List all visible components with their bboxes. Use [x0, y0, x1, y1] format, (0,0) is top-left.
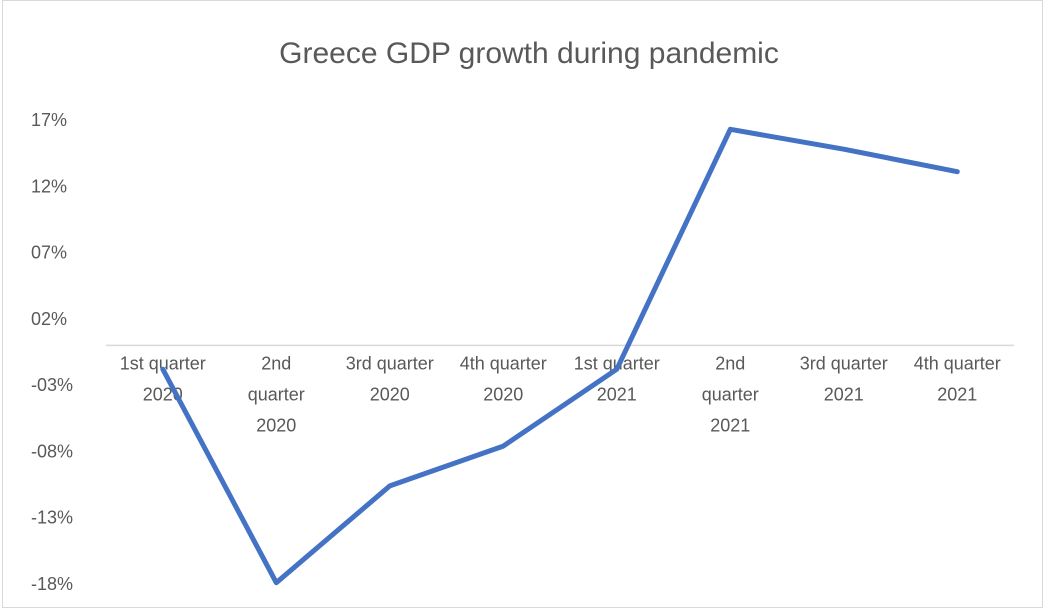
- y-tick-label: -08%: [31, 441, 73, 461]
- x-tick-label: 1st quarter 2021: [574, 353, 660, 404]
- x-tick-label: 4th quarter 2021: [914, 353, 1001, 404]
- y-tick-label: 17%: [31, 110, 67, 130]
- x-tick-label: 3rd quarter 2020: [346, 353, 434, 404]
- y-tick-label: 12%: [31, 176, 67, 196]
- x-tick-label: 1st quarter 2020: [120, 353, 206, 404]
- y-tick-label: 07%: [31, 243, 67, 263]
- y-tick-label: -18%: [31, 574, 73, 594]
- y-tick-label: 02%: [31, 309, 67, 329]
- x-tick-label: 2nd quarter 2021: [702, 353, 759, 435]
- x-axis: 1st quarter 2020 2nd quarter 2020 3rd quarter…: [120, 353, 1001, 435]
- x-tick-label: 3rd quarter 2021: [800, 353, 888, 404]
- x-tick-label: 4th quarter 2020: [460, 353, 547, 404]
- y-axis: 17% 12% 07% 02% -03% -08% -13% -18%: [31, 110, 73, 594]
- x-tick-label: 2nd quarter 2020: [248, 353, 305, 435]
- y-tick-label: -03%: [31, 375, 73, 395]
- series-layer: [160, 126, 960, 586]
- chart-title: Greece GDP growth during pandemic: [279, 37, 779, 70]
- line-chart: Greece GDP growth during pandemic 17% 12%…: [31, 37, 1014, 594]
- series-line: [160, 126, 960, 586]
- y-tick-label: -13%: [31, 508, 73, 528]
